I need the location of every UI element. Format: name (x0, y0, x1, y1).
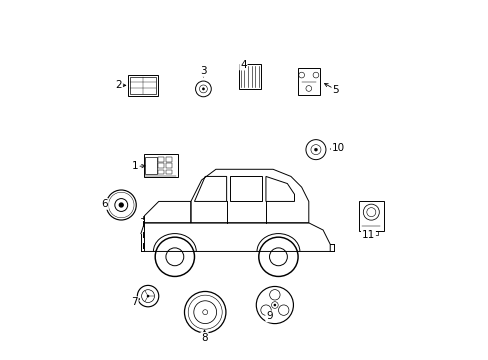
Text: 2: 2 (115, 80, 122, 90)
Text: 8: 8 (201, 333, 207, 343)
Circle shape (314, 148, 317, 151)
Text: 7: 7 (131, 297, 138, 307)
Bar (158, 163, 164, 168)
Bar (165, 157, 172, 162)
Bar (239, 64, 260, 89)
Bar (145, 157, 157, 175)
Circle shape (146, 295, 149, 297)
Text: 3: 3 (200, 66, 206, 76)
Text: 4: 4 (240, 60, 246, 69)
Bar (298, 68, 319, 95)
Bar (165, 170, 172, 175)
Bar (364, 231, 377, 235)
Text: 6: 6 (101, 199, 107, 209)
Text: 5: 5 (332, 85, 338, 95)
Bar (158, 170, 164, 175)
Circle shape (202, 88, 204, 90)
Bar (129, 77, 155, 94)
Circle shape (119, 203, 123, 207)
Text: 9: 9 (265, 311, 272, 321)
Bar (158, 157, 164, 162)
Text: 1: 1 (132, 161, 139, 171)
Bar (127, 75, 158, 96)
Circle shape (273, 304, 276, 306)
Bar (165, 163, 172, 168)
Text: 10: 10 (331, 143, 344, 153)
Text: 11: 11 (361, 230, 374, 240)
Bar (358, 201, 383, 231)
